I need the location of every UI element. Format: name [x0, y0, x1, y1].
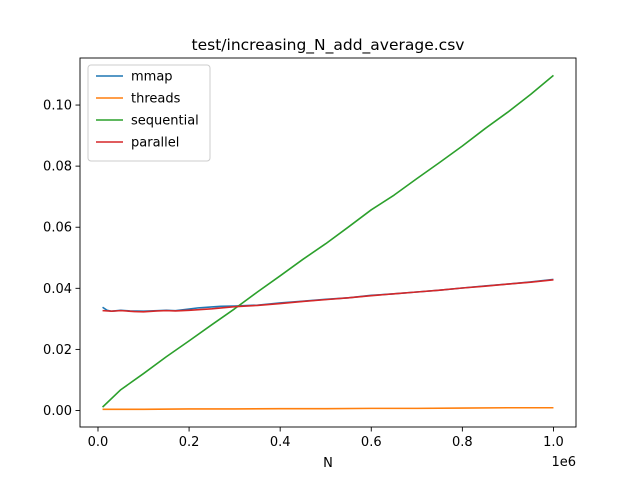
y-tick-label: 0.04 [43, 282, 72, 297]
x-tick-label: 0.8 [452, 435, 473, 450]
y-tick-label: 0.06 [43, 221, 72, 236]
x-tick-label: 0.4 [270, 435, 291, 450]
legend-label-sequential: sequential [131, 114, 199, 129]
y-tick-label: 0.00 [43, 404, 72, 419]
legend-box [87, 64, 211, 162]
x-axis-offset-label: 1e6 [551, 455, 576, 470]
x-tick-label: 0.6 [361, 435, 382, 450]
x-tick-label: 1.0 [543, 435, 564, 450]
legend: mmap threads sequential parallel [87, 64, 211, 162]
y-tick-label: 0.08 [43, 160, 72, 175]
chart-title: test/increasing_N_add_average.csv [192, 36, 465, 55]
legend-label-threads: threads [131, 92, 181, 107]
series-line-parallel [102, 278, 554, 313]
axes-frame [79, 57, 577, 428]
axes: 0.0 0.2 0.4 0.6 0.8 1.0 0.00 0.02 0.04 0.06 0.08 0.… [43, 57, 577, 450]
series-line-threads [102, 406, 554, 411]
x-tick-label: 0.2 [179, 435, 200, 450]
legend-label-parallel: parallel [131, 136, 179, 151]
x-axis-label: N [323, 456, 333, 471]
y-tick-label: 0.02 [43, 343, 72, 358]
x-tick-label: 0.0 [88, 435, 109, 450]
legend-label-mmap: mmap [131, 70, 173, 85]
plot-area [101, 74, 554, 411]
y-tick-label: 0.10 [43, 99, 72, 114]
series-line-sequential [101, 74, 554, 408]
